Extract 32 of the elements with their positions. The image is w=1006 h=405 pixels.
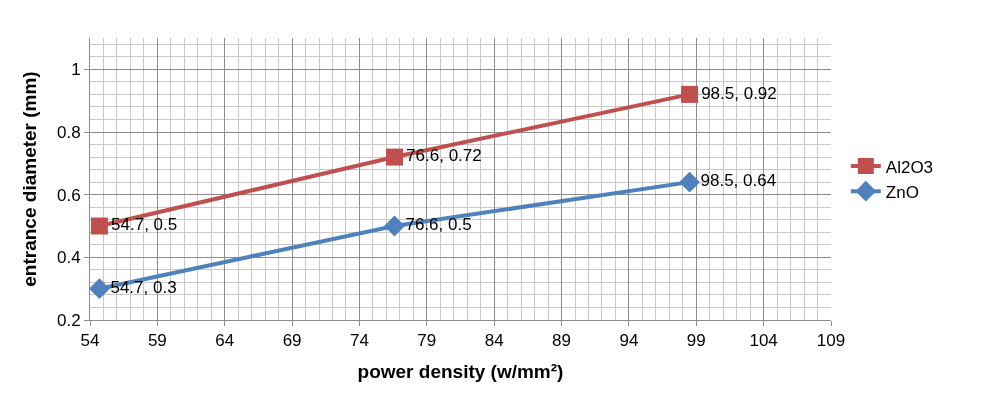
y-tick-label: 0.8 [56,122,81,142]
x-tick-label: 54 [80,331,100,351]
x-tick-label: 59 [147,331,167,351]
point [681,85,699,103]
point [384,215,405,237]
point [679,171,700,193]
point [385,148,403,166]
x-tick-label: 74 [349,331,369,351]
data-label: 98.5, 0.92 [701,83,777,103]
x-tick-label: 104 [749,331,778,351]
y-tick-label: 0.2 [56,310,81,330]
data-label: 54.7, 0.3 [110,277,177,297]
y-tick-label: 0.4 [56,248,81,268]
x-tick-label: 109 [816,331,846,351]
data-label: 76.6, 0.72 [406,146,482,166]
x-tick-label: 84 [484,331,504,351]
x-tick-label: 69 [282,331,302,351]
y-tick-label: 0.6 [56,185,81,205]
x-tick-label: 99 [686,331,706,351]
x-tick-label: 89 [552,331,572,351]
y-tick-label: 1 [71,60,81,80]
data-label: 54.7, 0.5 [111,215,178,235]
x-axis-title: power density (w/mm²) [357,361,564,383]
x-tick-label: 64 [215,331,235,351]
legend-label: Al2O3 [885,157,934,177]
x-tick-label: 94 [619,331,639,351]
point [89,278,110,300]
data-label: 98.5, 0.64 [700,171,777,191]
legend-label: ZnO [885,182,919,202]
y-axis-title: entrance diameter (mm) [18,71,40,287]
x-tick-label: 79 [417,331,437,351]
point [90,217,108,235]
